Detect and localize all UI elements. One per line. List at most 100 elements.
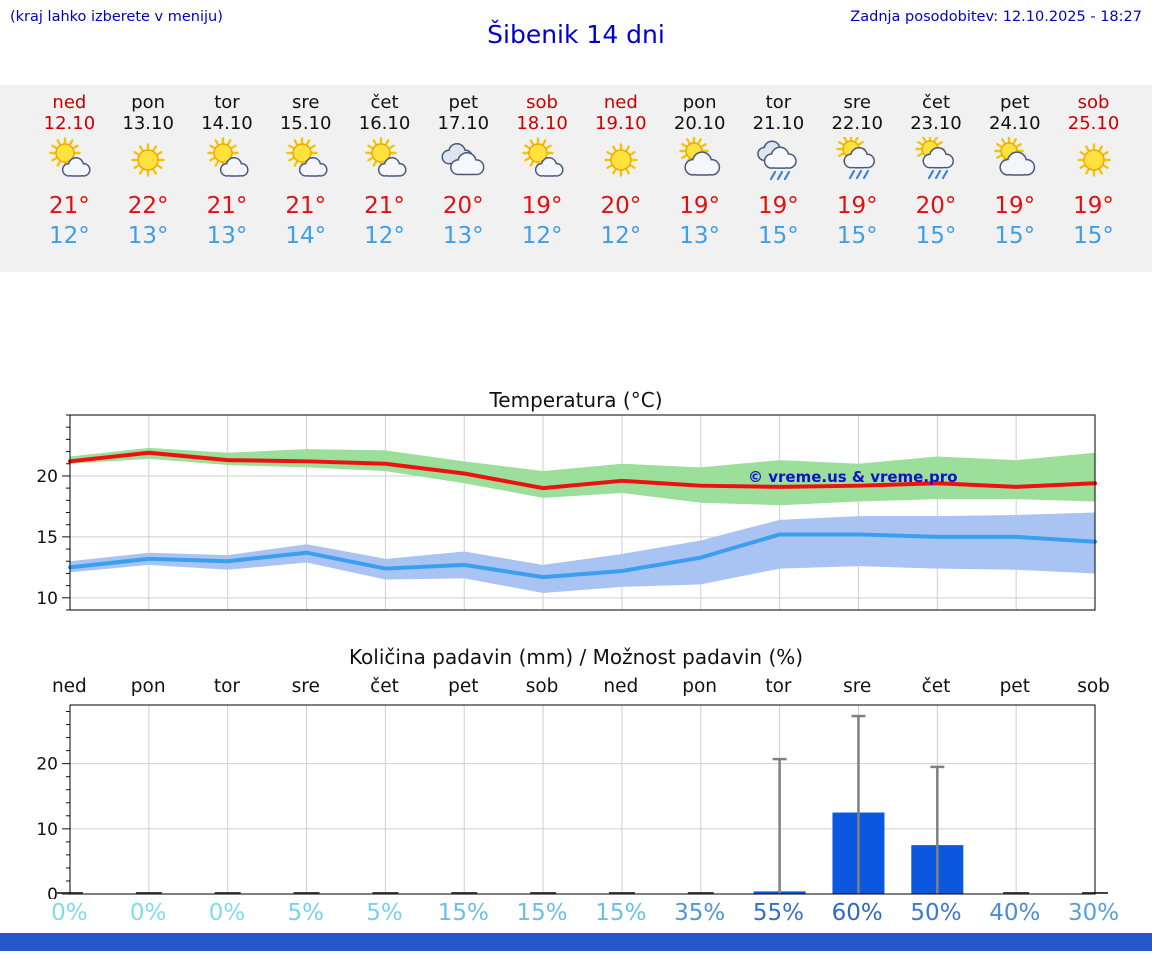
temp-min: 12° <box>600 223 642 249</box>
precip-probability: 15% <box>516 900 568 926</box>
day-date: 12.10 <box>43 113 96 134</box>
temp-min: 13° <box>127 223 169 249</box>
temp-max: 19° <box>521 193 563 219</box>
sunny-icon <box>1054 137 1133 189</box>
day-name: sob <box>526 92 558 113</box>
day-date: 16.10 <box>358 113 411 134</box>
precip-probability: 0% <box>51 900 88 926</box>
day-date: 23.10 <box>910 113 962 134</box>
day-name: sre <box>843 92 871 113</box>
temperature-chart-title: Temperatura (°C) <box>489 388 663 412</box>
temperature-chart: 10 15 20 © vreme.us & vreme.pro <box>36 414 1097 611</box>
temp-max: 21° <box>364 193 405 219</box>
temp-min: 13° <box>679 223 721 249</box>
svg-text:20: 20 <box>36 755 58 775</box>
temp-min: 15° <box>994 223 1036 249</box>
precip-day-label: sob <box>525 676 559 697</box>
day-name: sob <box>1077 92 1110 113</box>
sunny-icon <box>109 137 188 189</box>
precip-day-label: tor <box>765 676 792 697</box>
temp-min: 15° <box>1073 223 1114 249</box>
forecast-day-20.10: pon 20.10 19° 13° <box>660 92 739 272</box>
precip-day-label: sob <box>1077 676 1110 697</box>
day-name: ned <box>603 92 638 113</box>
temp-max: 22° <box>127 193 169 219</box>
precip-day-label: ned <box>603 676 639 697</box>
precip-day-label: čet <box>921 676 951 697</box>
forecast-day-19.10: ned 19.10 20° 12° <box>581 92 660 272</box>
day-date: 21.10 <box>752 113 805 134</box>
precip-probability: 35% <box>674 900 726 926</box>
precip-day-label: sre <box>843 676 872 697</box>
mostly-cloudy-icon <box>975 136 1054 189</box>
day-date: 19.10 <box>595 113 647 134</box>
temp-max: 19° <box>758 193 799 219</box>
temp-max: 21° <box>285 193 327 219</box>
day-name: pon <box>131 92 166 113</box>
cloudy-icon <box>424 137 503 189</box>
precip-probability: 50% <box>910 900 962 926</box>
day-name: pet <box>448 92 479 113</box>
temp-min: 15° <box>758 223 799 249</box>
temp-min: 12° <box>49 223 90 249</box>
temp-max: 20° <box>915 193 957 219</box>
precip-day-label: pon <box>130 676 166 697</box>
footer-bar <box>0 933 1152 951</box>
temp-max: 21° <box>206 193 248 219</box>
forecast-day-13.10: pon 13.10 22° 13° <box>109 92 188 272</box>
partly-sunny-icon <box>345 137 424 189</box>
partly-sunny-icon <box>503 137 582 189</box>
temp-min: 15° <box>915 223 957 249</box>
forecast-day-12.10: ned 12.10 21° 12° <box>30 92 109 272</box>
day-date: 22.10 <box>831 113 883 134</box>
menu-hint: (kraj lahko izberete v meniju) <box>10 9 223 25</box>
temp-min: 14° <box>285 223 327 249</box>
temp-min: 15° <box>836 223 878 249</box>
day-date: 15.10 <box>279 113 332 134</box>
precip-probability: 5% <box>366 900 403 926</box>
precip-probability: 5% <box>287 900 324 926</box>
precip-day-label: pon <box>682 676 718 697</box>
day-date: 18.10 <box>516 113 568 134</box>
precip-day-label: sre <box>291 676 320 697</box>
partly-sunny-icon <box>30 137 109 189</box>
day-date: 17.10 <box>437 113 490 134</box>
temp-min: 13° <box>206 223 248 249</box>
precipitation-chart-title: Količina padavin (mm) / Možnost padavin … <box>348 645 804 669</box>
precip-probability: 40% <box>989 900 1041 926</box>
precip-probability: 60% <box>831 900 883 926</box>
temp-max: 19° <box>994 193 1036 219</box>
svg-text:0: 0 <box>47 885 58 899</box>
partly-sunny-icon <box>266 137 345 189</box>
svg-text:10: 10 <box>36 589 58 609</box>
watermark: © vreme.us & vreme.pro <box>748 468 958 486</box>
forecast-day-18.10: sob 18.10 19° 12° <box>503 92 582 272</box>
day-name: tor <box>765 92 792 113</box>
precipitation-probability-row: 0% 0% 0% 5% 5% 15% 15% 15% 35% 55% 60% 50% 40% 30% <box>0 900 1152 926</box>
sunny-icon <box>581 137 660 189</box>
day-name: sre <box>292 92 320 113</box>
day-name: tor <box>214 92 240 113</box>
forecast-day-25.10: sob 25.10 19° 15° <box>1054 92 1133 272</box>
forecast-day-17.10: pet 17.10 20° 13° <box>424 92 503 272</box>
page-title: Šibenik 14 dni <box>487 20 665 49</box>
forecast-day-15.10: sre 15.10 21° 14° <box>266 92 345 272</box>
temp-min: 12° <box>521 223 563 249</box>
day-date: 25.10 <box>1067 113 1120 134</box>
svg-text:20: 20 <box>36 467 58 487</box>
precip-day-label: tor <box>213 676 241 697</box>
precip-probability: 0% <box>129 900 167 926</box>
forecast-day-16.10: čet 16.10 21° 12° <box>345 92 424 272</box>
precip-day-label: ned <box>51 676 87 697</box>
forecast-day-24.10: pet 24.10 19° 15° <box>975 92 1054 272</box>
sun-shower-icon <box>818 134 897 189</box>
forecast-day-21.10: tor 21.10 19° 15° <box>739 92 818 272</box>
day-date: 24.10 <box>989 113 1041 134</box>
day-name: ned <box>52 92 87 113</box>
forecast-day-14.10: tor 14.10 21° 13° <box>188 92 267 272</box>
precip-probability: 15% <box>437 900 489 926</box>
day-name: pon <box>682 92 717 113</box>
day-name: čet <box>370 92 399 113</box>
temp-max: 19° <box>836 193 878 219</box>
svg-text:15: 15 <box>36 528 58 548</box>
